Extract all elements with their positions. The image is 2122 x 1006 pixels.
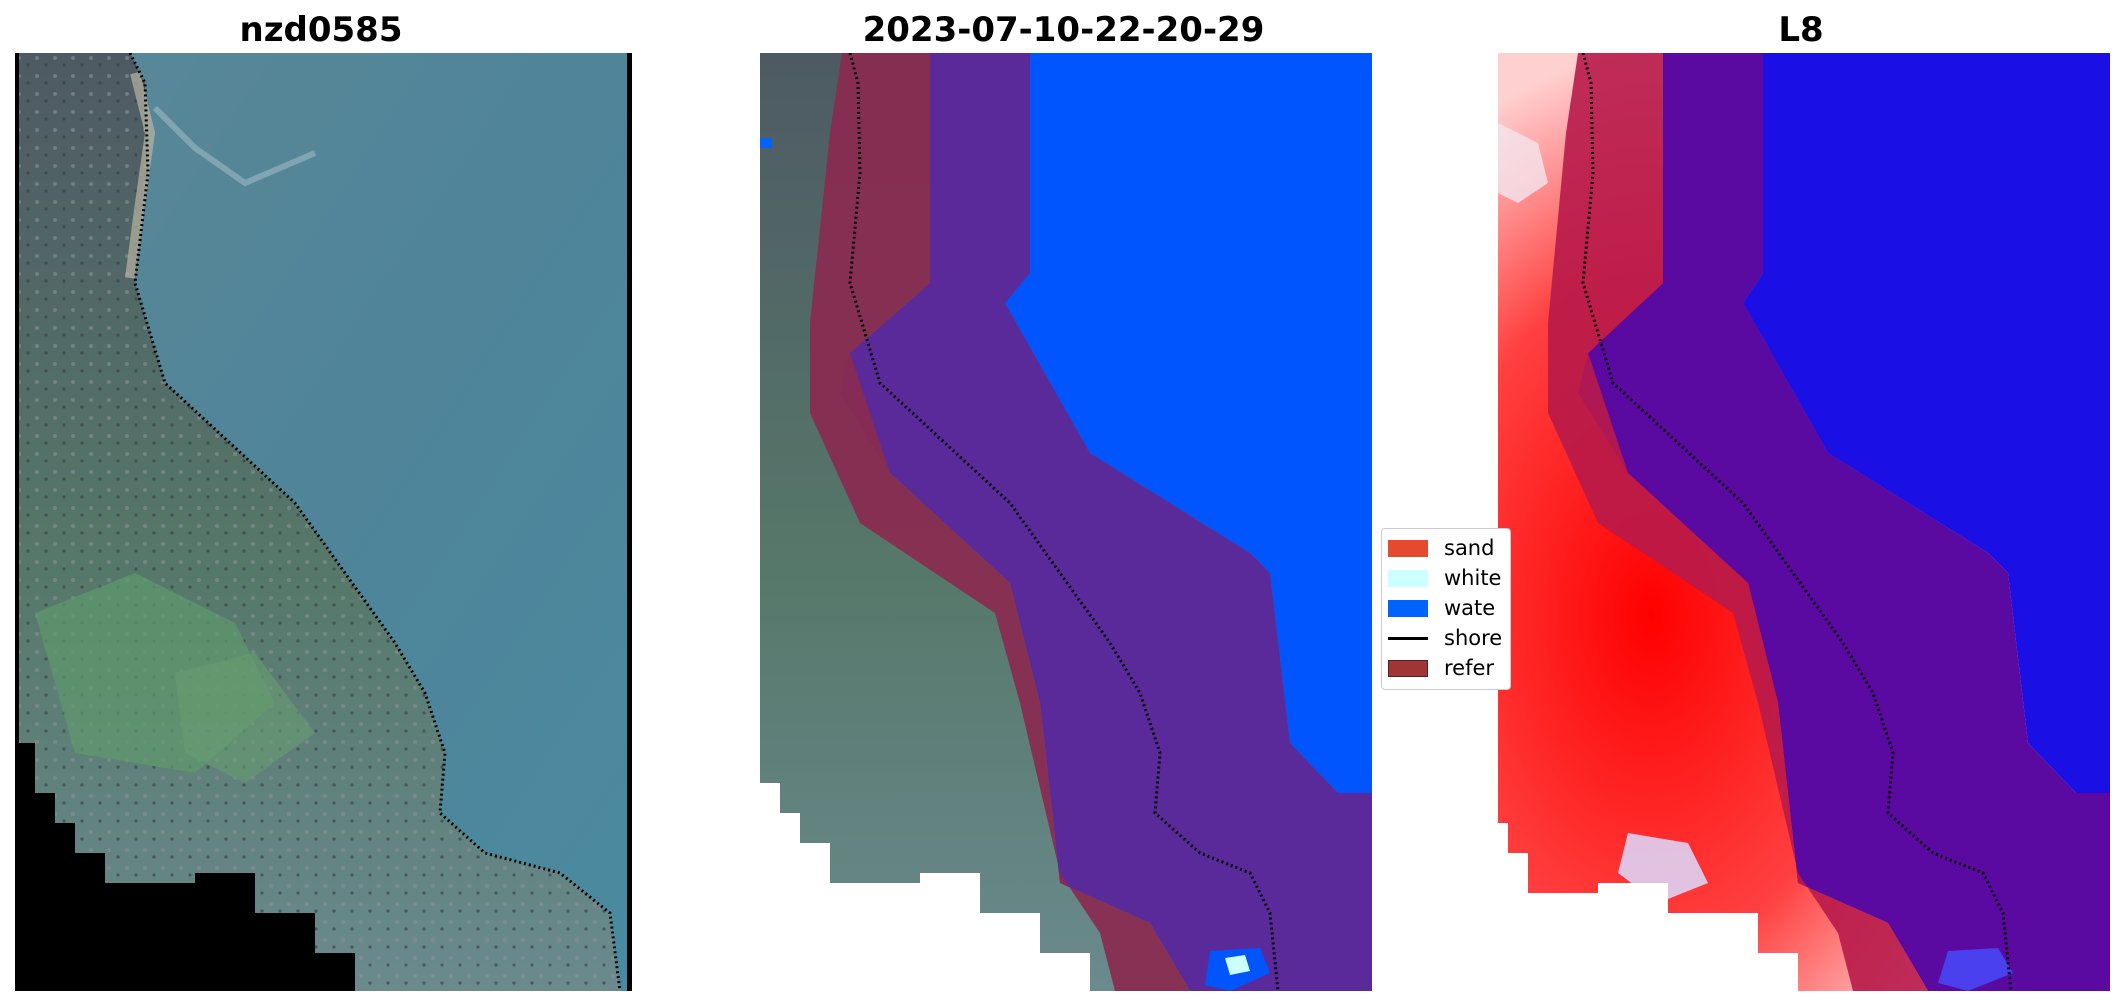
rgb-satellite-image (15, 53, 632, 991)
legend: sand white wate shore refer (1381, 528, 1511, 690)
reference-swatch (1388, 659, 1428, 677)
legend-label-sand: sand (1444, 536, 1495, 560)
water-swatch (1388, 599, 1428, 617)
legend-item-white: white (1388, 566, 1501, 590)
legend-label-white: white (1444, 566, 1502, 590)
index-image (1498, 53, 2110, 991)
legend-item-sand: sand (1388, 536, 1494, 560)
panel-title-classification: 2023-07-10-22-20-29 (862, 10, 1265, 50)
panel-title-index: L8 (1778, 10, 1824, 50)
sand-swatch (1388, 539, 1428, 557)
panel-title-rgb: nzd0585 (239, 10, 403, 50)
legend-label-reference: refer (1444, 656, 1495, 680)
classification-image (760, 53, 1372, 991)
shoreline-swatch (1388, 636, 1428, 640)
legend-item-shoreline: shore (1388, 626, 1502, 650)
legend-item-water: wate (1388, 596, 1495, 620)
white-swatch (1388, 569, 1428, 587)
legend-item-reference: refer (1388, 656, 1494, 680)
legend-label-water: wate (1444, 596, 1496, 620)
legend-label-shoreline: shore (1444, 626, 1503, 650)
